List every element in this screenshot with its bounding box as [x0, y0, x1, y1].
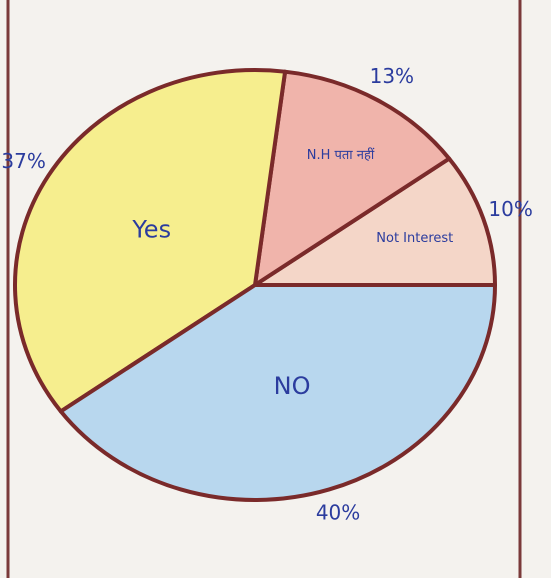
value-label: 37% — [1, 149, 45, 173]
pie-slice — [13, 68, 288, 414]
slice-label: N.H पता नहीं — [307, 147, 375, 163]
slice-label: NO — [274, 372, 311, 400]
pie-slice — [253, 69, 452, 287]
pie-slice — [58, 283, 497, 502]
value-label: 13% — [370, 64, 414, 88]
pie-slice — [253, 156, 497, 287]
pie: Not Interest 10% N.H पता नहीं 13% Yes 37% NO 40… — [1, 64, 532, 524]
value-label: 10% — [488, 197, 532, 221]
slice-label: Yes — [131, 215, 171, 243]
value-label: 40% — [316, 501, 360, 525]
slice-label: Not Interest — [376, 231, 453, 246]
